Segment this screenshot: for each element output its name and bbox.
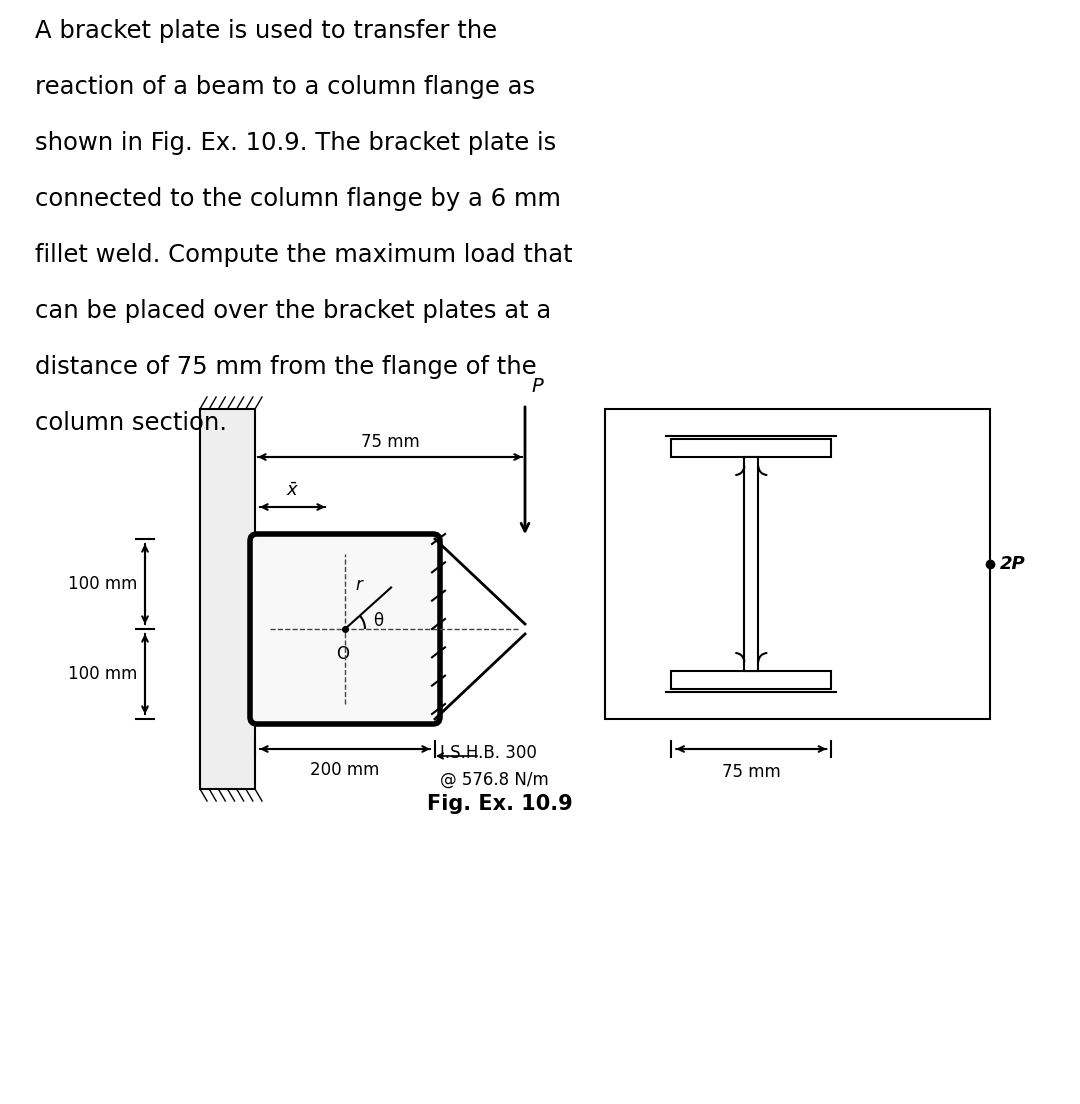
Bar (672, 439, 832, 457)
Text: shown in Fig. Ex. 10.9. The bracket plate is: shown in Fig. Ex. 10.9. The bracket plat… (35, 131, 556, 155)
Text: P: P (531, 376, 543, 396)
Text: 100 mm: 100 mm (68, 575, 137, 593)
Text: 200 mm: 200 mm (310, 761, 380, 779)
Text: O: O (337, 645, 350, 664)
Text: connected to the column flange by a 6 mm: connected to the column flange by a 6 mm (35, 187, 561, 211)
Bar (605, 408, 990, 719)
Text: @ 576.8 N/m: @ 576.8 N/m (440, 771, 549, 789)
Text: 75 mm: 75 mm (361, 433, 419, 452)
Text: I.S.H.B. 300: I.S.H.B. 300 (440, 744, 537, 762)
Bar (672, 671, 832, 689)
Text: $\bar{x}$: $\bar{x}$ (286, 482, 299, 500)
Text: r: r (355, 576, 362, 594)
Text: distance of 75 mm from the flange of the: distance of 75 mm from the flange of the (35, 355, 537, 379)
Text: θ: θ (373, 612, 383, 630)
Bar (200, 408, 255, 789)
Text: A bracket plate is used to transfer the: A bracket plate is used to transfer the (35, 19, 497, 43)
Text: 2P: 2P (1000, 555, 1026, 573)
Text: can be placed over the bracket plates at a: can be placed over the bracket plates at… (35, 299, 551, 323)
Text: 100 mm: 100 mm (68, 665, 137, 683)
Bar (744, 457, 758, 671)
Text: reaction of a beam to a column flange as: reaction of a beam to a column flange as (35, 75, 535, 99)
Text: fillet weld. Compute the maximum load that: fillet weld. Compute the maximum load th… (35, 243, 572, 267)
Text: 75 mm: 75 mm (721, 763, 781, 781)
Text: Fig. Ex. 10.9: Fig. Ex. 10.9 (427, 794, 572, 814)
FancyBboxPatch shape (249, 534, 440, 724)
Text: column section.: column section. (35, 411, 227, 435)
